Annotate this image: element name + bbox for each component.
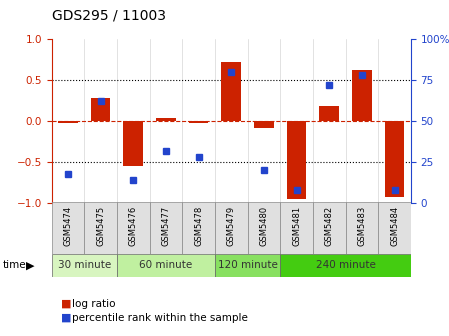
Text: GSM5482: GSM5482 <box>325 206 334 246</box>
Bar <box>352 70 372 121</box>
Bar <box>91 98 110 121</box>
Text: 30 minute: 30 minute <box>57 260 111 270</box>
Bar <box>84 202 117 254</box>
Bar <box>215 202 247 254</box>
Text: percentile rank within the sample: percentile rank within the sample <box>72 312 248 323</box>
Bar <box>287 121 306 199</box>
Text: 240 minute: 240 minute <box>316 260 375 270</box>
Bar <box>385 121 404 197</box>
Text: GSM5483: GSM5483 <box>357 206 366 246</box>
Text: 60 minute: 60 minute <box>139 260 193 270</box>
Text: ■: ■ <box>61 299 71 309</box>
Bar <box>280 202 313 254</box>
Text: GSM5479: GSM5479 <box>227 206 236 246</box>
Bar <box>52 202 84 254</box>
Bar <box>378 202 411 254</box>
Bar <box>319 106 339 121</box>
Bar <box>123 121 143 166</box>
Bar <box>150 202 182 254</box>
Bar <box>182 202 215 254</box>
Bar <box>280 254 411 277</box>
Bar <box>313 202 346 254</box>
Bar <box>215 254 280 277</box>
Text: ■: ■ <box>61 312 71 323</box>
Text: log ratio: log ratio <box>72 299 115 309</box>
Bar <box>189 121 208 123</box>
Text: GSM5481: GSM5481 <box>292 206 301 246</box>
Text: 120 minute: 120 minute <box>218 260 277 270</box>
Bar <box>117 202 150 254</box>
Bar <box>52 254 117 277</box>
Bar <box>247 202 280 254</box>
Text: GDS295 / 11003: GDS295 / 11003 <box>52 8 166 23</box>
Bar <box>221 62 241 121</box>
Bar <box>58 121 78 123</box>
Text: time: time <box>2 260 26 270</box>
Bar <box>117 254 215 277</box>
Text: ▶: ▶ <box>26 260 35 270</box>
Text: GSM5480: GSM5480 <box>260 206 269 246</box>
Bar <box>156 118 176 121</box>
Bar <box>346 202 378 254</box>
Text: GSM5477: GSM5477 <box>162 206 171 246</box>
Text: GSM5484: GSM5484 <box>390 206 399 246</box>
Bar <box>254 121 274 128</box>
Text: GSM5478: GSM5478 <box>194 206 203 246</box>
Text: GSM5474: GSM5474 <box>63 206 72 246</box>
Text: GSM5476: GSM5476 <box>129 206 138 246</box>
Text: GSM5475: GSM5475 <box>96 206 105 246</box>
